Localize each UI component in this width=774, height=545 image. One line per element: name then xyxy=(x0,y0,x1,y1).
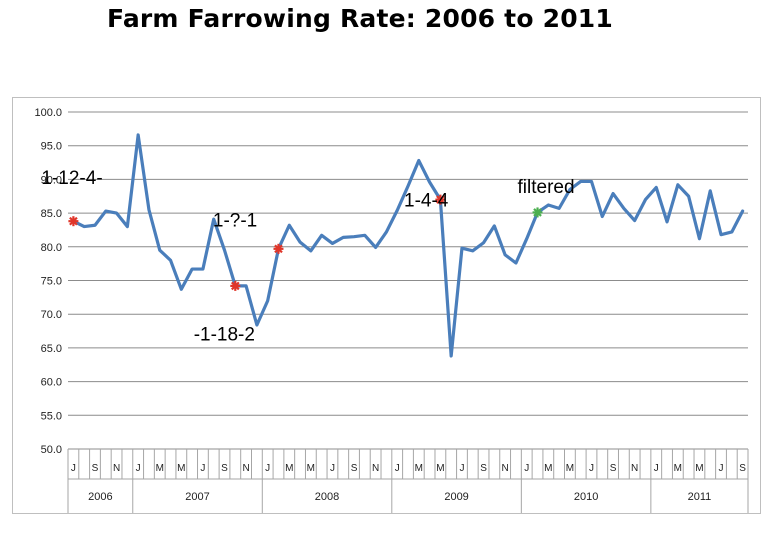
year-label: 2010 xyxy=(574,491,598,503)
y-tick-label: 65.0 xyxy=(41,343,62,355)
annotation-label: 1-12-4- xyxy=(41,168,102,189)
x-tick-label: N xyxy=(372,463,379,474)
x-tick-label: J xyxy=(524,463,529,474)
marker-stroke xyxy=(533,208,542,217)
year-label: 2007 xyxy=(185,491,209,503)
x-tick-label: M xyxy=(285,463,293,474)
year-label: 2008 xyxy=(315,491,339,503)
x-tick-label: J xyxy=(589,463,594,474)
x-tick-label: S xyxy=(221,463,228,474)
x-tick-label: J xyxy=(265,463,270,474)
series-line xyxy=(71,133,745,358)
annotation-label: filtered xyxy=(518,177,575,198)
year-label: 2011 xyxy=(688,491,712,503)
x-axis: J S N J M M J S N J M M J S N J M M J S N J M M J S N J M M J S 2006 2007… xyxy=(67,449,749,513)
y-tick-label: 55.0 xyxy=(41,410,62,422)
x-tick-label: M xyxy=(544,463,552,474)
x-tick-label: J xyxy=(200,463,205,474)
x-tick-label: N xyxy=(502,463,509,474)
x-tick-label: M xyxy=(436,463,444,474)
marker-layer xyxy=(68,194,543,291)
annotation-label: 1-4-4 xyxy=(404,190,449,211)
marker-stroke xyxy=(69,216,78,226)
x-tick-label: S xyxy=(351,463,358,474)
chart-frame: 50.0 55.0 60.0 65.0 70.0 75.0 80.0 85.0 90.0 95.0… xyxy=(12,97,761,514)
y-tick-label: 95.0 xyxy=(41,141,62,153)
x-tick-label: S xyxy=(480,463,487,474)
series-layer xyxy=(71,133,745,358)
y-tick-label: 100.0 xyxy=(34,107,62,119)
x-tick-label: J xyxy=(719,463,724,474)
y-tick-label: 75.0 xyxy=(41,276,62,288)
x-tick-label: M xyxy=(156,463,164,474)
data-marker xyxy=(68,216,79,227)
data-marker xyxy=(273,243,284,254)
annotation-layer: 1-12-4- -1-18-2 1-?-1 1-4-4 filtered xyxy=(41,168,574,345)
x-tick-label: J xyxy=(136,463,141,474)
x-tick-label: S xyxy=(610,463,617,474)
marker-stroke xyxy=(230,281,240,291)
annotation-label: -1-18-2 xyxy=(194,324,255,345)
grid-lines xyxy=(68,111,748,450)
x-tick-label: J xyxy=(459,463,464,474)
x-tick-label: N xyxy=(242,463,249,474)
year-label: 2009 xyxy=(444,491,468,503)
x-tick-label: N xyxy=(113,463,120,474)
x-tick-label: J xyxy=(71,463,76,474)
year-label: 2006 xyxy=(88,491,112,503)
y-tick-label: 90.0 xyxy=(41,174,62,186)
marker-stroke xyxy=(274,244,283,254)
x-tick-label: J xyxy=(654,463,659,474)
x-tick-label: M xyxy=(177,463,185,474)
y-tick-label: 70.0 xyxy=(41,309,62,321)
y-tick-label: 50.0 xyxy=(41,444,62,456)
y-tick-label: 80.0 xyxy=(41,242,62,254)
y-tick-label: 60.0 xyxy=(41,377,62,389)
x-tick-label: M xyxy=(415,463,423,474)
data-marker xyxy=(230,280,241,291)
line-chart: 50.0 55.0 60.0 65.0 70.0 75.0 80.0 85.0 90.0 95.0… xyxy=(34,107,749,513)
x-tick-label: M xyxy=(307,463,315,474)
x-tick-label: M xyxy=(674,463,682,474)
x-tick-label: M xyxy=(566,463,574,474)
chart-title: Farm Farrowing Rate: 2006 to 2011 xyxy=(107,4,613,33)
y-axis: 50.0 55.0 60.0 65.0 70.0 75.0 80.0 85.0 90.0 95.0… xyxy=(34,107,62,456)
data-marker xyxy=(532,207,543,218)
x-tick-label: J xyxy=(395,463,400,474)
annotation-label: 1-?-1 xyxy=(213,211,257,232)
x-tick-label: N xyxy=(631,463,638,474)
x-tick-label: S xyxy=(92,463,99,474)
data-marker xyxy=(435,194,446,205)
y-tick-label: 85.0 xyxy=(41,208,62,220)
x-tick-label: S xyxy=(739,463,746,474)
x-tick-label: M xyxy=(695,463,703,474)
marker-stroke xyxy=(436,195,445,204)
x-tick-label: J xyxy=(330,463,335,474)
